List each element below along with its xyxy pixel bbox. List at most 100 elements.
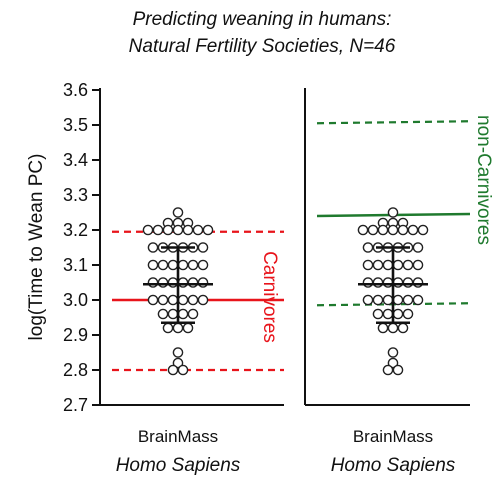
data-point [417,224,429,236]
data-point [392,294,404,306]
data-point [187,259,199,271]
data-point [362,259,374,271]
data-point [362,277,374,288]
data-point [142,224,154,236]
group-label: Carnivores [259,251,280,343]
data-point [147,259,159,271]
data-point [197,242,209,253]
data-point [382,364,394,376]
data-point [182,224,194,236]
data-point [377,224,389,236]
data-point [357,224,369,236]
data-point [392,308,404,320]
data-point [177,259,189,271]
data-point [167,364,179,376]
y-tick-label: 3.6 [63,80,88,100]
data-point [412,242,424,253]
chart-title-line2: Natural Fertility Societies, N=46 [129,36,396,57]
data-point [197,259,209,271]
data-point [387,347,399,358]
data-point [372,308,384,320]
data-point [387,224,399,236]
data-point [162,224,174,236]
data-point [402,308,414,320]
data-point [372,277,384,288]
data-point [197,294,209,306]
data-point [167,308,179,320]
data-point [372,259,384,271]
data-point [157,259,169,271]
data-point [407,224,419,236]
data-point [362,242,374,253]
panel-2: non-Carnivores BrainMass Homo Sapiens [304,88,494,476]
data-point [367,224,379,236]
data-point [402,294,414,306]
data-point [147,294,159,306]
data-point [152,224,164,236]
data-point [187,277,199,288]
x-category-label: BrainMass [353,427,433,446]
data-point [192,224,204,236]
data-point [197,277,209,288]
group-label: non-Carnivores [473,115,494,245]
data-point [177,294,189,306]
data-point [157,294,169,306]
data-point [372,294,384,306]
data-point [147,277,159,288]
data-point [187,294,199,306]
y-tick-label: 2.7 [63,395,88,415]
data-point [167,277,179,288]
data-point [412,259,424,271]
y-tick-label: 3.2 [63,220,88,240]
data-point [147,242,159,253]
data-point [382,277,394,288]
data-point [402,259,414,271]
data-point [387,207,399,218]
panel-1: Carnivores BrainMass Homo Sapiens [99,88,284,476]
data-point [177,277,189,288]
data-point [397,224,409,236]
data-point [392,259,404,271]
chart-title-line1: Predicting weaning in humans: [133,9,392,30]
data-point [187,308,199,320]
y-tick-label: 3.5 [63,115,88,135]
species-label: Homo Sapiens [116,455,241,476]
data-point [382,308,394,320]
data-point [387,322,399,334]
data-point [157,277,169,288]
data-point [172,207,184,218]
data-point [182,322,194,334]
data-point [177,308,189,320]
data-point [172,347,184,358]
data-point [157,308,169,320]
data-point [172,224,184,236]
data-point [202,224,214,236]
data-point [387,357,399,369]
y-tick-label: 3.4 [63,150,88,170]
y-axis-label: log(Time to Wean PC) [26,154,47,341]
data-point [382,294,394,306]
data-point [392,277,404,288]
data-point [412,294,424,306]
data-point [412,277,424,288]
data-point [377,322,389,334]
data-point [177,364,189,376]
data-point [397,322,409,334]
y-tick-label: 3.1 [63,255,88,275]
y-tick-label: 3.0 [63,290,88,310]
y-tick-label: 2.9 [63,325,88,345]
data-point [172,357,184,369]
y-tick-label: 2.8 [63,360,88,380]
x-category-label: BrainMass [138,427,218,446]
data-point [402,277,414,288]
data-point [362,294,374,306]
species-label: Homo Sapiens [331,455,456,476]
data-point [392,364,404,376]
data-point [172,322,184,334]
data-point [162,322,174,334]
data-point [382,259,394,271]
upper-interval-line [316,120,471,125]
data-point [167,259,179,271]
